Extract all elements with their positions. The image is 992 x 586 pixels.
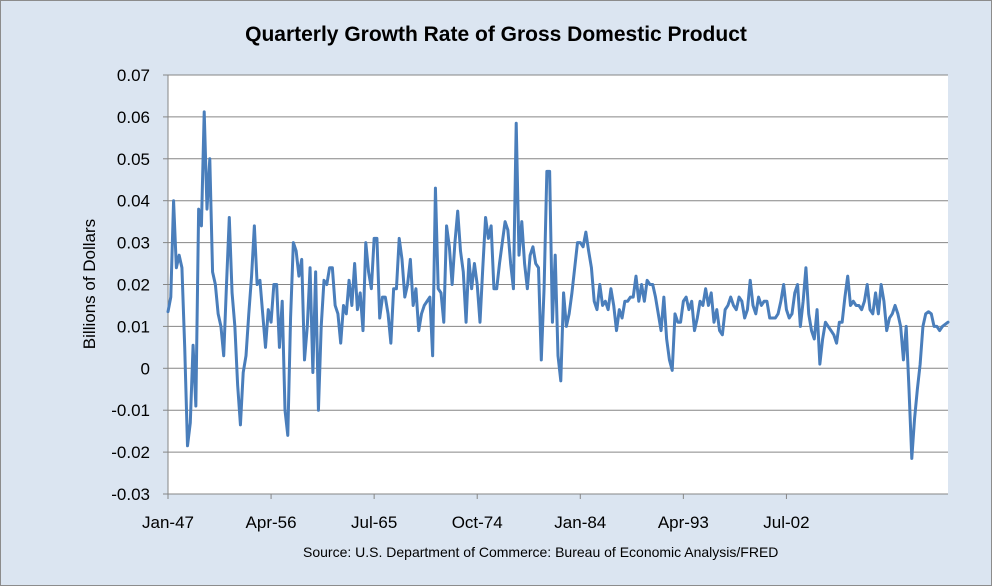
y-tick-labels: 0.07 0.06 0.05 0.04 0.03 0.02 0.01 0 -0.01 -0.02 -…: [111, 66, 168, 504]
x-tick-label: Jul-65: [351, 513, 397, 532]
y-tick-label: -0.03: [111, 485, 150, 504]
y-tick-label: 0.02: [117, 276, 150, 295]
x-tick-label: Apr-93: [658, 513, 709, 532]
y-tick-label: 0.05: [117, 150, 150, 169]
y-tick-label: -0.02: [111, 443, 150, 462]
y-tick-label: 0.07: [117, 66, 150, 85]
x-tick-label: Apr-56: [246, 513, 297, 532]
y-tick-label: 0.01: [117, 317, 150, 336]
y-tick-label: 0: [141, 359, 150, 378]
y-tick-label: 0.04: [117, 192, 150, 211]
source-note: Source: U.S. Department of Commerce: Bur…: [303, 544, 778, 560]
x-tick-label: Jan-47: [142, 513, 194, 532]
y-axis-label: Billions of Dollars: [80, 219, 99, 349]
y-tick-label: 0.06: [117, 108, 150, 127]
x-tick-label: Jul-02: [763, 513, 809, 532]
chart-title: Quarterly Growth Rate of Gross Domestic …: [245, 23, 747, 46]
x-tick-labels: Jan-47 Apr-56 Jul-65 Oct-74 Jan-84 Apr-93 Jul-…: [142, 494, 810, 532]
series-line: [166, 110, 950, 460]
y-tick-label: 0.03: [117, 234, 150, 253]
x-tick-label: Jan-84: [554, 513, 606, 532]
x-tick-label: Oct-74: [452, 513, 503, 532]
y-tick-label: -0.01: [111, 401, 150, 420]
